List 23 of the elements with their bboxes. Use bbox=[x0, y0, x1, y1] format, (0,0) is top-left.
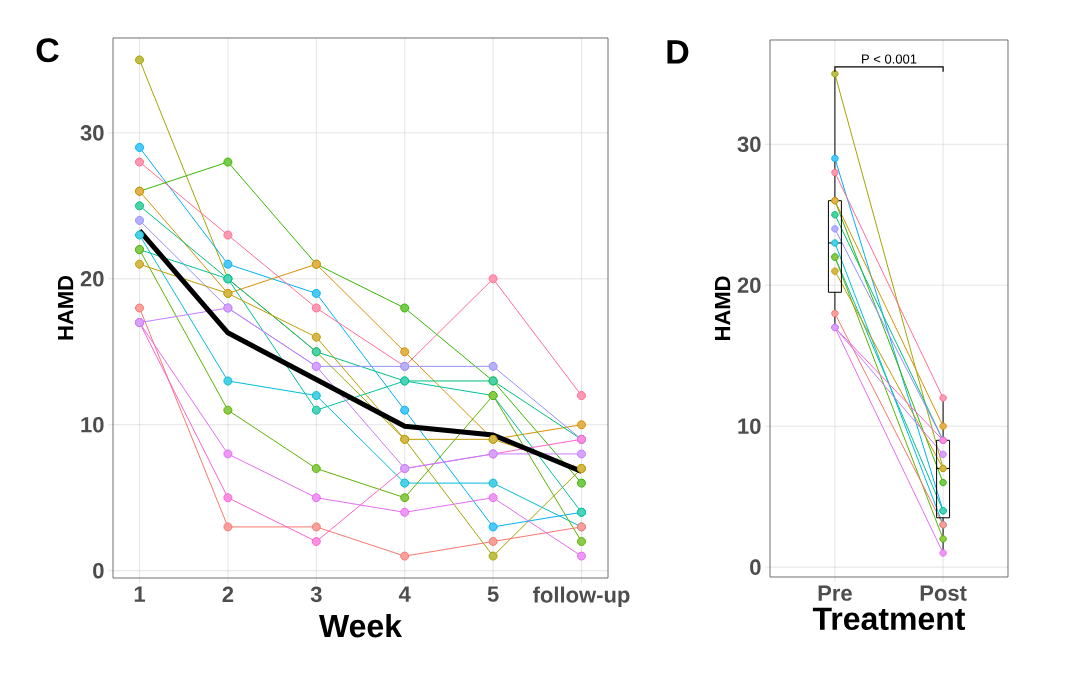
text: C bbox=[36, 38, 59, 63]
annotation: P < 0.001 bbox=[862, 54, 917, 64]
x-tick-label: 2 bbox=[222, 586, 234, 602]
text: D bbox=[667, 40, 689, 64]
x-tick-label: 4 bbox=[398, 586, 411, 602]
y-tick-label: 10 bbox=[81, 416, 104, 433]
x-tick-label: Pre bbox=[818, 585, 852, 601]
x-tick-label: 1 bbox=[134, 586, 146, 602]
y-tick-label: 0 bbox=[750, 559, 761, 575]
x-tick-label: 5 bbox=[487, 586, 499, 602]
y-tick-label: 0 bbox=[93, 562, 104, 579]
x-tick-label: follow-up bbox=[532, 586, 630, 608]
x-tick-label: 3 bbox=[310, 586, 322, 603]
y-axis-title: HAMD bbox=[58, 275, 74, 340]
y-axis-title: HAMD bbox=[715, 276, 731, 341]
y-tick-label: 10 bbox=[738, 418, 761, 434]
x-axis-title: Week bbox=[319, 613, 403, 638]
x-tick-label: Post bbox=[920, 585, 967, 601]
y-tick-label: 30 bbox=[80, 125, 104, 141]
y-tick-label: 20 bbox=[80, 271, 104, 287]
y-tick-label: 20 bbox=[737, 277, 761, 294]
y-tick-label: 30 bbox=[737, 136, 761, 153]
x-axis-title: Treatment bbox=[812, 607, 966, 631]
